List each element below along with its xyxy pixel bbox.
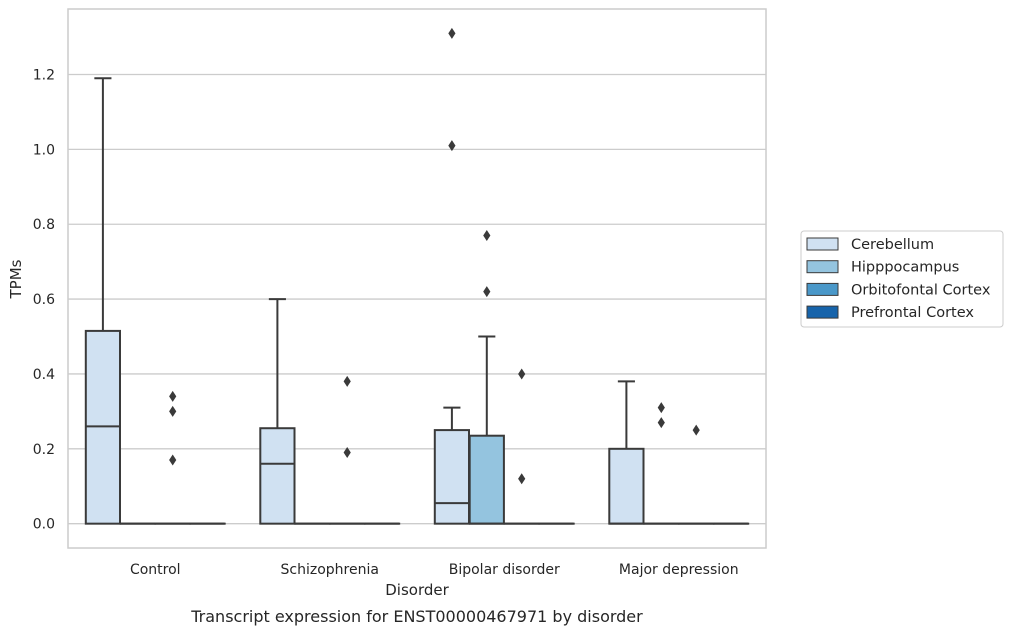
y-tick-label: 0.4: [33, 367, 55, 383]
plot-frame: [68, 9, 766, 548]
legend-label: Hipppocampus: [851, 260, 959, 276]
outlier-point: [693, 425, 700, 436]
outlier-point: [169, 391, 176, 402]
x-axis-label: Disorder: [385, 581, 449, 599]
chart-caption: Transcript expression for ENST0000046797…: [190, 607, 643, 626]
box: [609, 449, 643, 524]
x-tick-label: Schizophrenia: [281, 562, 379, 578]
box-group: [260, 299, 294, 524]
box-group: [156, 391, 190, 524]
box-group: [644, 402, 678, 524]
y-tick-labels: 0.0 0.2 0.4 0.6 0.8 1.0 1.2: [33, 68, 55, 533]
outlier-point: [518, 368, 525, 379]
box-group: [330, 376, 364, 524]
box-group: [435, 28, 469, 524]
outlier-point: [518, 473, 525, 484]
y-tick-label: 0.8: [33, 217, 55, 233]
outlier-point: [483, 230, 490, 241]
legend-swatch: [807, 306, 838, 318]
outlier-point: [169, 455, 176, 466]
x-tick-label: Bipolar disorder: [449, 562, 560, 578]
box-group: [505, 368, 539, 523]
x-tick-labels: Control Schizophrenia Bipolar disorder Majo…: [130, 562, 739, 578]
outlier-point: [483, 286, 490, 297]
box: [260, 428, 294, 523]
outlier-point: [658, 402, 665, 413]
y-tick-label: 1.2: [33, 68, 55, 84]
y-tick-label: 1.0: [33, 142, 55, 158]
box: [435, 430, 469, 524]
outlier-point: [169, 406, 176, 417]
outlier-point: [344, 376, 351, 387]
box-group: [609, 381, 643, 523]
y-axis-label: TPMs: [7, 259, 25, 299]
box-group: [470, 230, 504, 524]
box: [470, 436, 504, 524]
outlier-point: [448, 28, 455, 39]
legend: Cerebellum Hipppocampus Orbitofontal Corte…: [801, 231, 1003, 327]
box-group: [86, 78, 120, 523]
x-tick-label: Control: [130, 562, 181, 578]
y-tick-label: 0.2: [33, 442, 55, 458]
y-tick-label: 0.6: [33, 292, 55, 308]
y-tick-label: 0.0: [33, 517, 55, 533]
legend-label: Prefrontal Cortex: [851, 305, 974, 321]
outlier-point: [658, 417, 665, 428]
x-tick-label: Major depression: [619, 562, 739, 578]
legend-swatch: [807, 238, 838, 250]
legend-label: Orbitofontal Cortex: [851, 282, 991, 298]
legend-swatch: [807, 261, 838, 273]
legend-swatch: [807, 283, 838, 295]
box-group: [679, 425, 713, 524]
legend-label: Cerebellum: [851, 237, 934, 253]
